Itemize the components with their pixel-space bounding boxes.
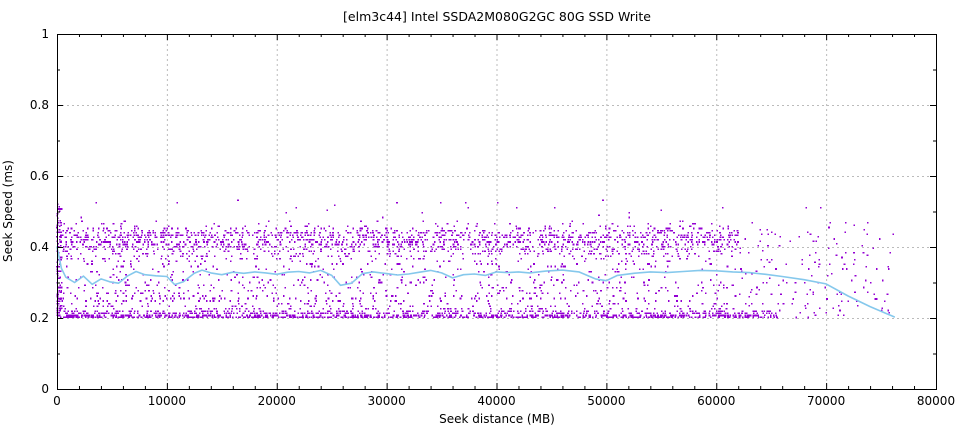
gridlines	[57, 34, 936, 389]
x-tick-label: 40000	[477, 394, 515, 408]
x-tick-label: 10000	[148, 394, 186, 408]
y-tick-label: 0.8	[30, 98, 49, 112]
x-tick-label: 20000	[258, 394, 296, 408]
plot-border	[57, 34, 937, 390]
scatter-points	[56, 199, 895, 319]
plot-content: 0 10000 20000 30000 40000 50000 60000 70000 8000…	[30, 27, 955, 408]
y-tick-label: 0.2	[30, 311, 49, 325]
y-tick-label: 0	[41, 382, 49, 396]
chart-title: [elm3c44] Intel SSDA2M080G2GC 80G SSD Wr…	[343, 9, 651, 24]
y-tick-label: 0.6	[30, 169, 49, 183]
x-tick-label: 0	[53, 394, 61, 408]
x-tick-label: 60000	[697, 394, 735, 408]
x-tick-label: 80000	[917, 394, 955, 408]
trend-line	[56, 246, 895, 318]
y-tick-label: 1	[41, 27, 49, 41]
x-tick-label: 50000	[587, 394, 625, 408]
tick-marks	[57, 34, 937, 390]
x-tick-label: 70000	[807, 394, 845, 408]
y-axis-label: Seek Speed (ms)	[1, 160, 15, 262]
tick-labels: 0 10000 20000 30000 40000 50000 60000 70000 8000…	[30, 27, 955, 408]
x-axis-label: Seek distance (MB)	[439, 412, 555, 426]
y-tick-label: 0.4	[30, 240, 49, 254]
x-tick-label: 30000	[368, 394, 406, 408]
